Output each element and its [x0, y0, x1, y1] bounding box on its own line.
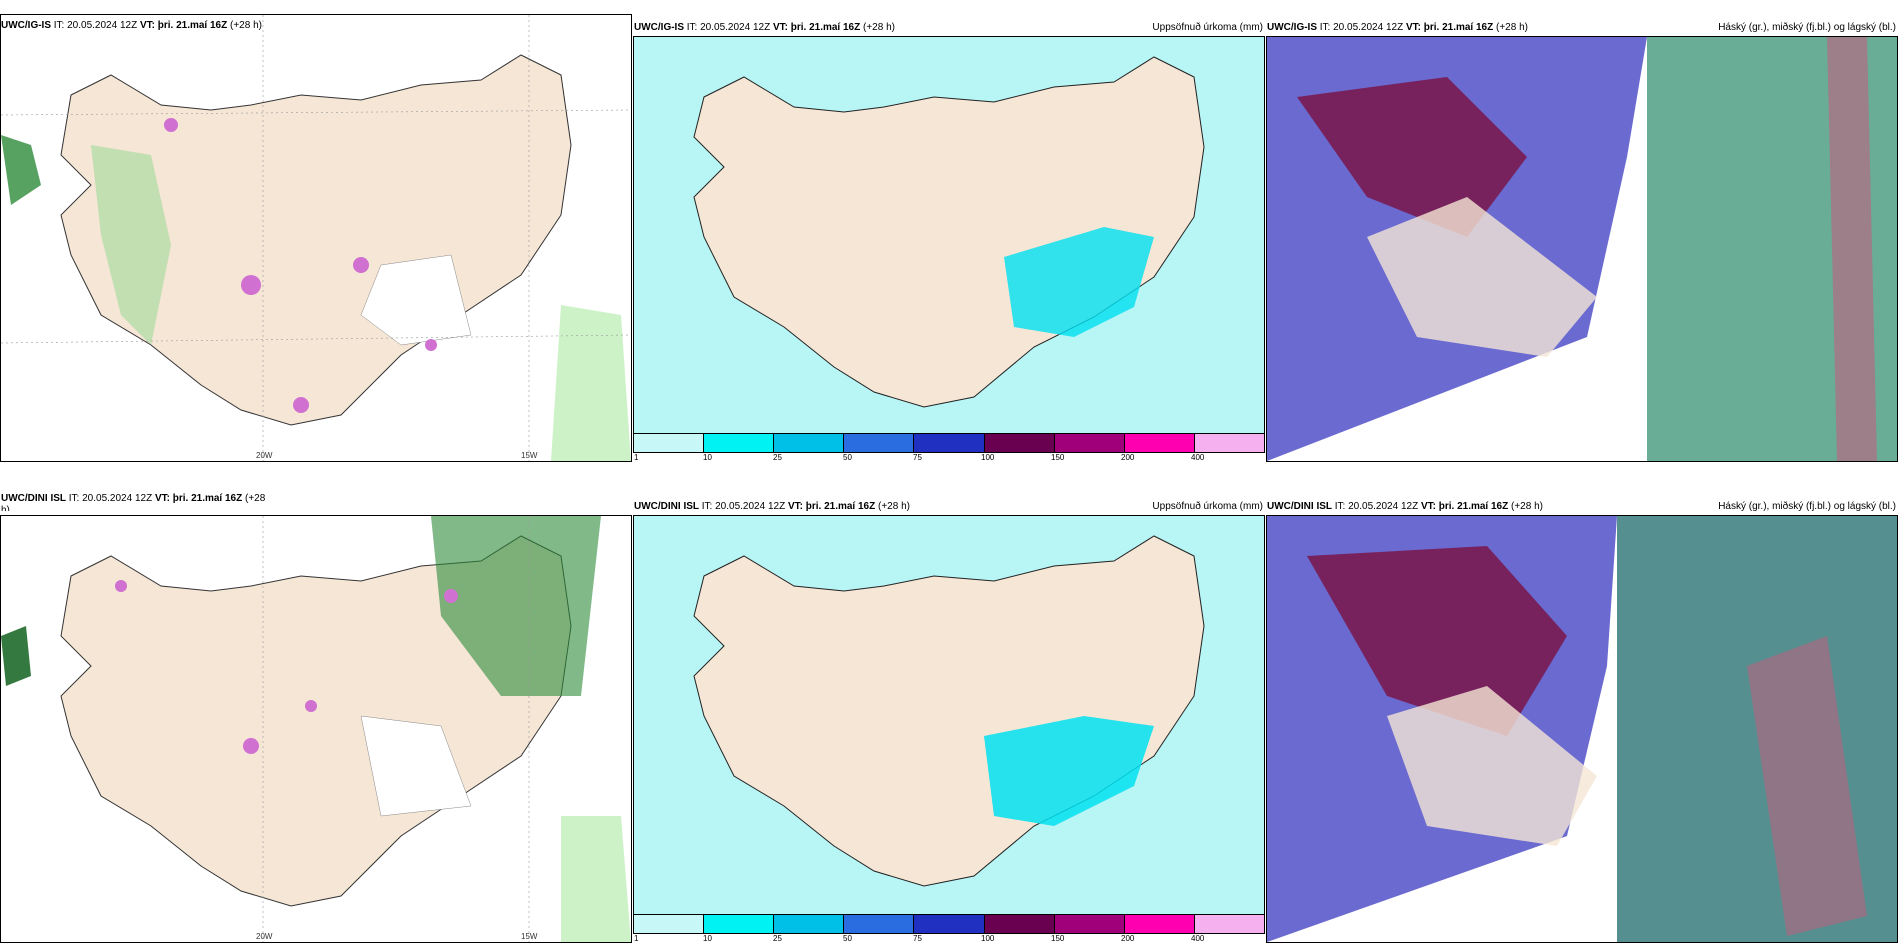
- colorbar-ticks: 1 10 25 50 75 100 150 200 400: [634, 934, 1205, 943]
- map-cloud-cover[interactable]: [1266, 36, 1898, 462]
- lon-label-20w: 20W: [256, 932, 273, 941]
- map-canvas: [1, 15, 631, 461]
- lon-label-15w: 15W: [521, 451, 538, 460]
- lon-label-15w: 15W: [521, 932, 538, 941]
- panel-header: UWC/DINI ISL IT: 20.05.2024 12Z VT: þri.…: [1267, 501, 1896, 511]
- panel-ig-is-precip: UWC/IG-IS IT: 20.05.2024 12Z VT: þri. 21…: [633, 14, 1265, 462]
- map-cloud-cover[interactable]: [1266, 515, 1898, 943]
- map-wind-precip[interactable]: 20W 15W: [0, 14, 632, 462]
- map-accumulated-precip[interactable]: [633, 36, 1265, 434]
- map-canvas: [1, 516, 631, 942]
- panel-dini-clouds: UWC/DINI ISL IT: 20.05.2024 12Z VT: þri.…: [1266, 493, 1898, 943]
- panel-ig-is-clouds: UWC/IG-IS IT: 20.05.2024 12Z VT: þri. 21…: [1266, 14, 1898, 462]
- iceland-land: [60, 54, 572, 426]
- panel-header: UWC/IG-IS IT: 20.05.2024 12Z VT: þri. 21…: [1, 20, 262, 31]
- panel-header: UWC/DINI ISL IT: 20.05.2024 12Z VT: þri.…: [1, 493, 266, 511]
- map-accumulated-precip[interactable]: [633, 515, 1265, 915]
- map-canvas: [1267, 516, 1897, 942]
- panel-ig-is-wind: UWC/IG-IS IT: 20.05.2024 12Z VT: þri. 21…: [0, 14, 632, 462]
- panel-header: UWC/IG-IS IT: 20.05.2024 12Z VT: þri. 21…: [634, 22, 1263, 32]
- panel-dini-wind: UWC/DINI ISL IT: 20.05.2024 12Z VT: þri.…: [0, 493, 632, 943]
- map-canvas: [634, 516, 1264, 914]
- lon-label-20w: 20W: [256, 451, 273, 460]
- map-canvas: [634, 37, 1264, 433]
- colorbar-ticks: 1 10 25 50 75 100 150 200 400: [634, 453, 1205, 462]
- panel-dini-precip: UWC/DINI ISL IT: 20.05.2024 12Z VT: þri.…: [633, 493, 1265, 943]
- precip-colorbar: [633, 914, 1265, 934]
- panel-header: UWC/DINI ISL IT: 20.05.2024 12Z VT: þri.…: [634, 501, 1263, 511]
- precip-colorbar: [633, 433, 1265, 453]
- map-wind-precip[interactable]: 20W 15W: [0, 515, 632, 943]
- map-canvas: [1267, 37, 1897, 461]
- panel-header: UWC/IG-IS IT: 20.05.2024 12Z VT: þri. 21…: [1267, 22, 1896, 32]
